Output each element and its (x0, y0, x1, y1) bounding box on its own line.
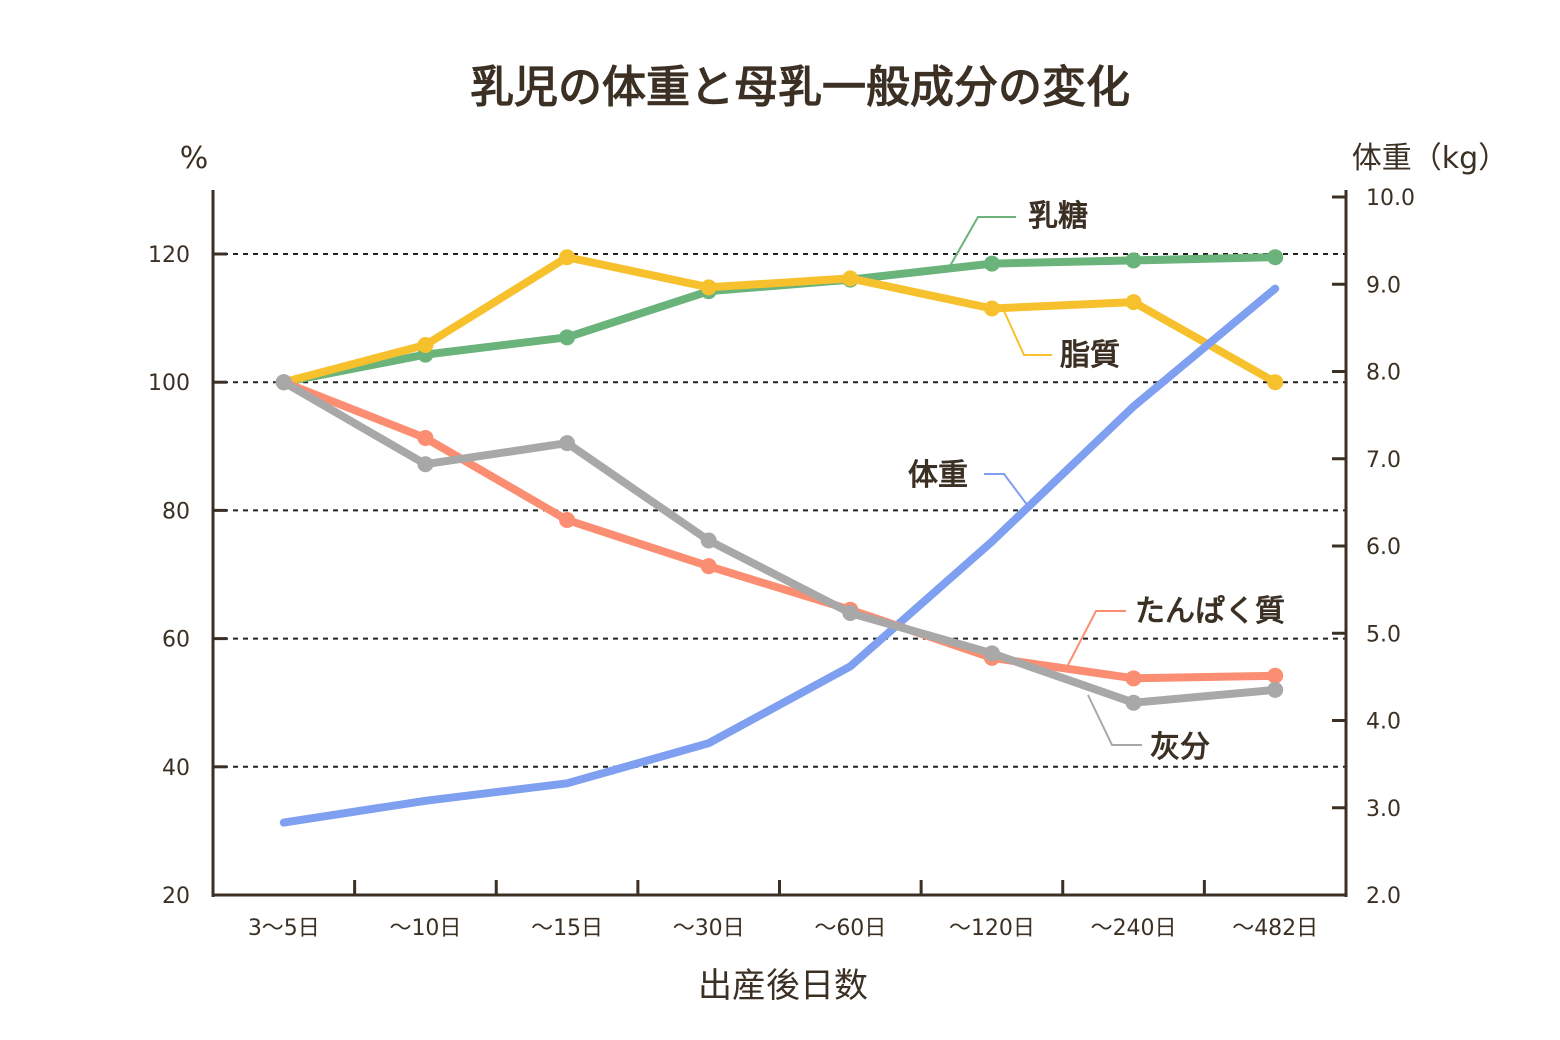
data-point (1125, 252, 1142, 269)
x-tick-label: 〜10日 (389, 916, 461, 941)
data-point (417, 337, 434, 354)
label-leader (984, 473, 1029, 507)
x-tick-label: 〜15日 (531, 916, 603, 941)
data-point (1267, 681, 1284, 698)
data-point (559, 249, 576, 266)
right-tick-label: 10.0 (1366, 186, 1415, 211)
series-lines (275, 249, 1284, 827)
data-point (983, 255, 1000, 272)
left-tick-label: 80 (162, 499, 190, 524)
right-tick-label: 9.0 (1366, 273, 1401, 298)
x-tick-label: 〜482日 (1232, 916, 1318, 941)
data-point (700, 532, 717, 549)
data-point (559, 512, 576, 529)
x-tick-label: 〜240日 (1091, 916, 1177, 941)
data-point (559, 435, 576, 452)
right-tick-label: 2.0 (1366, 884, 1401, 909)
right-tick-label: 7.0 (1366, 448, 1401, 473)
left-tick-label: 100 (148, 371, 190, 396)
data-point (983, 645, 1000, 662)
data-point (1267, 249, 1284, 266)
right-tick-label: 6.0 (1366, 535, 1401, 560)
left-tick-label: 20 (162, 884, 190, 909)
label-leader (1003, 310, 1052, 356)
data-point (417, 456, 434, 473)
right-axis-unit: 体重（kg） (1352, 141, 1508, 176)
label-leader (1087, 694, 1142, 746)
data-point (1125, 294, 1142, 311)
chart-title: 乳児の体重と母乳一般成分の変化 (470, 62, 1130, 113)
series-line (279, 378, 1280, 707)
data-point (842, 604, 859, 621)
label-leader (949, 216, 1016, 267)
right-tick-label: 8.0 (1366, 361, 1401, 386)
gridlines (213, 253, 1346, 768)
right-tick-label: 3.0 (1366, 797, 1401, 822)
x-tick-label: 3〜5日 (248, 916, 320, 941)
right-tick-label: 5.0 (1366, 622, 1401, 647)
data-point (1267, 667, 1284, 684)
data-point (1125, 670, 1142, 687)
left-tick-label: 40 (162, 756, 190, 781)
series-label: 乳糖 (1028, 199, 1088, 234)
data-point (700, 279, 717, 296)
series-label: 灰分 (1150, 730, 1210, 765)
axes: 20 40 60 80 100 120 2.0 3.0 4.0 5.0 6.0 7.0 8.0 9.0 10… (148, 186, 1415, 941)
data-point (1267, 374, 1284, 391)
data-point (983, 300, 1000, 317)
series-label: 体重 (908, 458, 968, 493)
series-label: たんぱく質 (1135, 594, 1285, 629)
left-tick-label: 60 (162, 628, 190, 653)
data-point (559, 329, 576, 346)
x-tick-label: 〜30日 (673, 916, 745, 941)
data-point (417, 429, 434, 446)
data-point (842, 270, 859, 287)
data-point (275, 374, 292, 391)
series-line (279, 284, 1280, 827)
left-tick-label: 120 (148, 243, 190, 268)
label-leader (1067, 610, 1126, 666)
right-tick-label: 4.0 (1366, 710, 1401, 735)
series-line (279, 253, 1280, 387)
data-point (700, 558, 717, 575)
left-axis-unit: % (180, 141, 209, 176)
series-line (279, 253, 1280, 387)
x-tick-label: 〜120日 (949, 916, 1035, 941)
series-line (279, 378, 1280, 683)
x-tick-label: 〜60日 (814, 916, 886, 941)
series-label: 脂質 (1060, 338, 1120, 373)
data-point (1125, 694, 1142, 711)
x-axis-label: 出産後日数 (698, 966, 868, 1006)
